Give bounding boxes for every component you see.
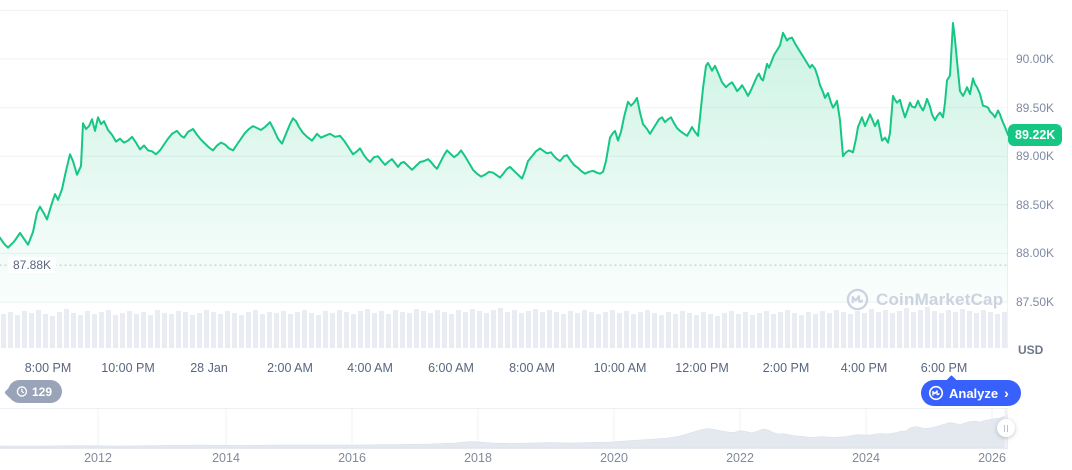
time-tick-label: 8:00 AM: [509, 361, 555, 375]
year-tick-label: 2020: [600, 451, 628, 465]
time-tick-label: 8:00 PM: [24, 361, 72, 375]
time-tick-label: 10:00 AM: [593, 361, 647, 375]
currency-label: USD: [1018, 343, 1044, 357]
time-tick-label: 28 Jan: [190, 361, 228, 375]
price-axis: 89.22K USD 90.00K 89.50K 89.00K 88.50K 88.00…: [1008, 0, 1072, 360]
range-minimap-canvas: [0, 409, 1008, 448]
current-price-badge: 89.22K: [1008, 123, 1063, 146]
time-axis: 8:00 PM 10:00 PM 28 Jan 2:00 AM 4:00 AM 6:00 …: [0, 360, 1008, 376]
history-count: 129: [32, 384, 53, 399]
analyze-label: Analyze: [949, 385, 999, 401]
coinmarketcap-logo-icon: [846, 288, 869, 311]
price-tick-label: 89.50K: [1016, 100, 1055, 115]
chevron-right-icon: ›: [1004, 385, 1009, 401]
year-tick-label: 2026: [978, 451, 1006, 465]
time-tick-label: 6:00 PM: [920, 361, 968, 375]
time-tick-label: 6:00 AM: [428, 361, 474, 375]
time-tick-label: 12:00 PM: [675, 361, 729, 375]
year-tick-label: 2014: [212, 451, 240, 465]
time-tick-label: 2:00 AM: [267, 361, 313, 375]
watermark-text: CoinMarketCap: [876, 289, 1004, 309]
history-count-badge[interactable]: 129: [8, 380, 63, 403]
history-clock-icon: [16, 386, 28, 397]
price-tick-label: 88.50K: [1016, 197, 1055, 212]
price-tick-label: 90.00K: [1016, 52, 1055, 66]
time-tick-label: 2:00 PM: [762, 361, 810, 375]
year-tick-label: 2016: [338, 451, 366, 465]
date-range-slider[interactable]: [0, 408, 1015, 449]
year-tick-label: 2022: [726, 451, 754, 465]
time-tick-label: 10:00 PM: [101, 361, 155, 375]
year-tick-label: 2018: [464, 451, 492, 465]
time-tick-label: 4:00 AM: [347, 361, 393, 375]
handle-grip-icon: [1007, 424, 1008, 432]
handle-grip-icon: [1004, 424, 1005, 432]
range-slider-handle[interactable]: [997, 419, 1015, 437]
coinmarketcap-watermark: CoinMarketCap: [846, 288, 1003, 311]
time-tick-label: 4:00 PM: [840, 361, 888, 375]
price-tick-label: 89.00K: [1016, 149, 1055, 164]
year-tick-label: 2024: [852, 451, 880, 465]
low-price-label: 87.88K: [8, 257, 57, 273]
price-chart-canvas[interactable]: [0, 0, 1008, 348]
price-tick-label: 88.00K: [1016, 246, 1055, 261]
analyze-button[interactable]: Analyze ›: [921, 380, 1021, 406]
price-tick-label: 87.50K: [1016, 295, 1055, 309]
coinmarketcap-logo-icon: [928, 385, 944, 401]
year-axis: 2012 2014 2016 2018 2020 2022 2024 2026: [0, 450, 1008, 466]
year-tick-label: 2012: [84, 451, 112, 465]
